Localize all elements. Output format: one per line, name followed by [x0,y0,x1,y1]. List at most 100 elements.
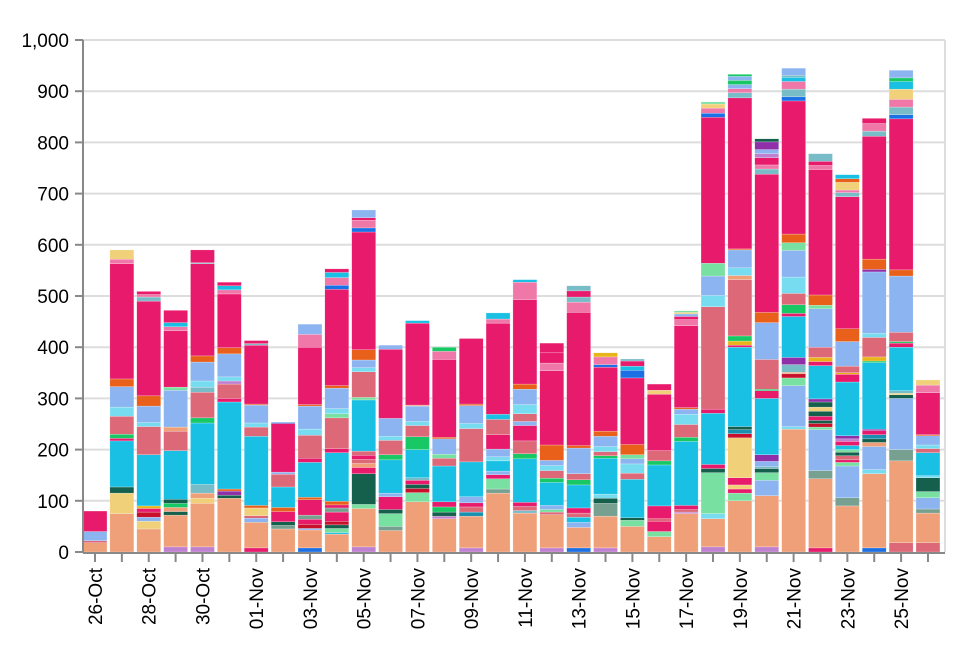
bar-segment-mint [432,454,457,459]
bar-segment-darkgreen [620,517,645,521]
bar-segment-darkgreen [727,426,753,430]
bar-segment-cyan [915,452,941,476]
bar-segment-lightblue [888,398,914,450]
bar-segment-lightblue [700,275,726,296]
bar-segment-lightblue [217,353,242,378]
bar-stack-22-Nov [808,153,833,553]
bar-segment-cyan [163,322,188,327]
bar-segment-orange [244,505,269,509]
bar-segment-teal [808,153,833,162]
bar-segment-orange [190,355,215,363]
bar-segment-gold [835,372,860,375]
bar-segment-rose [270,473,296,488]
bar-segment-red [405,488,430,493]
bar-stack-06-Nov [378,344,403,553]
bar-segment-lightblue [781,67,806,76]
bar-segment-orange [888,269,914,277]
bar-stack-26-Oct [82,510,108,553]
bar-segment-gold [808,357,833,362]
bar-segment-lightpink [324,277,350,286]
bar-segment-lightpink [136,294,161,298]
bar-segment-blue [593,364,618,368]
axes [75,39,945,562]
bar-segment-darkgreen [351,473,376,505]
bar-segment-green [539,478,564,483]
bar-segment-pink [862,136,887,260]
bar-segment-pink [539,352,564,364]
bar-segment-red [727,433,753,439]
bar-segment-pink [754,173,779,313]
bar-segment-salmon [136,528,161,553]
bar-segment-orange [781,233,806,243]
bar-segment-lightblue [915,435,941,446]
bar-segment-cyan [324,532,350,535]
bar-segment-lightblue [539,460,564,466]
bar-segment-lightpink [217,289,242,295]
bar-segment-blue [620,370,645,379]
bar-segment-pink [136,508,161,513]
bar-segment-lightcyan [862,333,887,338]
bar-segment-mint [647,531,672,537]
bar-segment-rose [647,518,672,522]
bar-segment-pink [781,313,806,317]
bar-segment-rose [754,359,779,390]
bar-segment-cyan [244,436,269,506]
bar-segment-lightblue [512,421,538,426]
bar-segment-lavender [432,515,457,519]
bar-segment-yellow [136,521,161,530]
bar-segment-orange [351,349,376,361]
bar-segment-cyan [566,484,591,509]
bar-segment-pink [512,299,538,385]
bar-stack-04-Nov [324,268,350,553]
bar-segment-salmon [673,513,699,553]
bar-segment-orange [458,403,484,406]
x-tick-label: 30-Oct [193,567,214,625]
bar-segment-darkgreen [378,509,403,514]
bar-segment-orange [835,328,860,342]
bar-segment-green [888,341,914,344]
bar-segment-mint [163,386,188,391]
bar-segment-lightcyan [244,422,269,428]
x-tick-label: 19-Nov [731,568,752,630]
bar-segment-pink [270,511,296,522]
bar-segment-lightcyan [539,465,564,471]
bar-segment-teal [862,130,887,137]
bar-segment-mint [700,472,726,514]
y-tick-label: 800 [37,133,69,154]
bar-segment-salmon [862,442,887,447]
bar-segment-steel [458,511,484,517]
x-axis-tick-labels: 26-Oct 28-Oct 30-Oct 01-Nov 03-Nov 05-Nov 07-N… [86,567,913,629]
bar-segment-salmon [835,505,860,553]
bar-segment-pink [620,360,645,367]
bar-segment-salmon [566,527,591,549]
bar-stack-26-Nov [915,379,941,553]
bar-stack-10-Nov [485,312,511,553]
bars [82,67,941,553]
bar-segment-teal [781,88,806,98]
bar-segment-orange [835,178,860,183]
bar-segment-lightcyan [915,444,941,449]
bar-segment-rose [727,279,753,337]
bar-segment-mint [700,263,726,277]
bar-segment-rose [620,472,645,480]
bar-segment-mint [324,528,350,533]
bar-segment-orange [432,437,457,440]
bar-segment-salmon [647,536,672,553]
bar-stack-01-Nov [244,340,269,553]
bar-segment-pink [244,344,269,405]
bar-segment-lightcyan [458,423,484,429]
x-tick-label: 09-Nov [462,568,483,630]
bar-stack-03-Nov [297,323,323,553]
bar-segment-green [432,347,457,352]
bar-segment-green [862,360,887,363]
bar-segment-gray [593,503,618,517]
bar-segment-teal [190,484,215,494]
bar-stack-05-Nov [351,209,376,553]
bar-segment-blue [862,547,887,553]
bar-segment-rose [539,511,564,515]
bar-segment-yellow [700,103,726,109]
bar-segment-lightblue [458,405,484,424]
y-tick-label: 1,000 [21,31,69,52]
bar-segment-mint [808,305,833,310]
bar-segment-blue [297,547,323,553]
